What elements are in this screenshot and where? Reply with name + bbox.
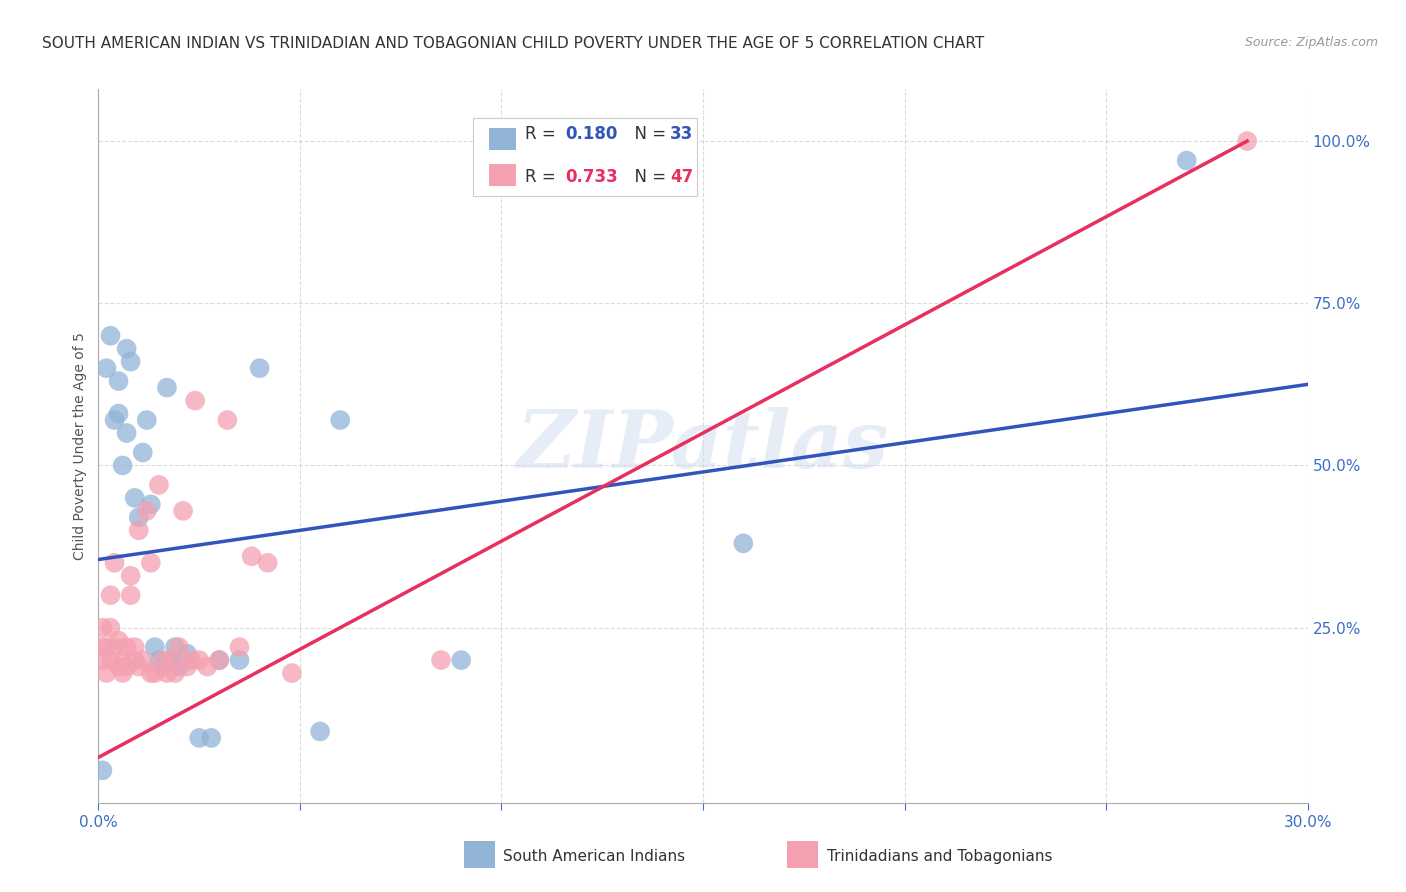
Y-axis label: Child Poverty Under the Age of 5: Child Poverty Under the Age of 5 bbox=[73, 332, 87, 560]
Text: R =: R = bbox=[526, 168, 561, 186]
Point bbox=[152, 659, 174, 673]
Text: SOUTH AMERICAN INDIAN VS TRINIDADIAN AND TOBAGONIAN CHILD POVERTY UNDER THE AGE : SOUTH AMERICAN INDIAN VS TRINIDADIAN AND… bbox=[42, 36, 984, 51]
Text: 33: 33 bbox=[671, 125, 693, 143]
Point bbox=[100, 653, 122, 667]
Point bbox=[176, 659, 198, 673]
Text: ZIPatlas: ZIPatlas bbox=[517, 408, 889, 484]
Point bbox=[200, 731, 222, 745]
Point bbox=[228, 640, 250, 654]
Point bbox=[128, 524, 150, 538]
Point bbox=[107, 374, 129, 388]
Point bbox=[100, 588, 122, 602]
Point bbox=[111, 666, 134, 681]
Point bbox=[107, 407, 129, 421]
Point bbox=[107, 633, 129, 648]
Point bbox=[124, 653, 146, 667]
Point bbox=[195, 659, 218, 673]
Point bbox=[135, 504, 157, 518]
Text: Source: ZipAtlas.com: Source: ZipAtlas.com bbox=[1244, 36, 1378, 49]
Point bbox=[217, 413, 239, 427]
Point bbox=[91, 621, 114, 635]
Point bbox=[256, 556, 278, 570]
Point bbox=[1175, 153, 1198, 168]
Point bbox=[143, 640, 166, 654]
Point bbox=[249, 361, 271, 376]
Point bbox=[167, 640, 190, 654]
Point bbox=[115, 659, 138, 673]
Point bbox=[91, 653, 114, 667]
Point bbox=[188, 653, 211, 667]
Point bbox=[135, 413, 157, 427]
Point bbox=[156, 381, 179, 395]
Point bbox=[329, 413, 352, 427]
Point bbox=[128, 510, 150, 524]
Point bbox=[156, 666, 179, 681]
Point bbox=[128, 659, 150, 673]
FancyBboxPatch shape bbox=[474, 118, 697, 196]
Text: Trinidadians and Tobagonians: Trinidadians and Tobagonians bbox=[827, 849, 1052, 863]
Point bbox=[120, 588, 142, 602]
Point bbox=[163, 666, 186, 681]
Point bbox=[132, 445, 155, 459]
FancyBboxPatch shape bbox=[489, 128, 516, 150]
Point bbox=[120, 568, 142, 582]
Point bbox=[160, 653, 183, 667]
Point bbox=[172, 504, 194, 518]
Point bbox=[180, 653, 202, 667]
Point bbox=[281, 666, 304, 681]
Point bbox=[148, 653, 170, 667]
Text: South American Indians: South American Indians bbox=[503, 849, 686, 863]
Point bbox=[91, 764, 114, 778]
Point bbox=[152, 653, 174, 667]
Point bbox=[96, 640, 118, 654]
Point bbox=[107, 659, 129, 673]
FancyBboxPatch shape bbox=[489, 164, 516, 186]
Point bbox=[139, 666, 162, 681]
Point bbox=[103, 640, 125, 654]
Point bbox=[184, 393, 207, 408]
Point bbox=[240, 549, 263, 564]
Point bbox=[124, 491, 146, 505]
Point bbox=[167, 659, 190, 673]
Text: N =: N = bbox=[624, 168, 672, 186]
Point bbox=[309, 724, 332, 739]
Point bbox=[96, 361, 118, 376]
Point bbox=[160, 653, 183, 667]
Point bbox=[115, 425, 138, 440]
Point bbox=[163, 640, 186, 654]
Point bbox=[1236, 134, 1258, 148]
Point bbox=[208, 653, 231, 667]
Point bbox=[120, 354, 142, 368]
Point bbox=[228, 653, 250, 667]
Point bbox=[208, 653, 231, 667]
Text: 0.733: 0.733 bbox=[565, 168, 617, 186]
Point bbox=[96, 666, 118, 681]
Point bbox=[100, 621, 122, 635]
Text: R =: R = bbox=[526, 125, 561, 143]
Point bbox=[430, 653, 453, 667]
Point bbox=[103, 556, 125, 570]
Point bbox=[100, 328, 122, 343]
Point bbox=[176, 647, 198, 661]
Point bbox=[91, 640, 114, 654]
Point bbox=[103, 413, 125, 427]
Text: 47: 47 bbox=[671, 168, 693, 186]
Point bbox=[111, 458, 134, 473]
Point bbox=[124, 640, 146, 654]
Point bbox=[450, 653, 472, 667]
Point bbox=[132, 653, 155, 667]
Point bbox=[733, 536, 755, 550]
Point bbox=[115, 342, 138, 356]
Point bbox=[115, 640, 138, 654]
Point bbox=[111, 653, 134, 667]
Point bbox=[143, 666, 166, 681]
Text: N =: N = bbox=[624, 125, 672, 143]
Point bbox=[139, 556, 162, 570]
Point bbox=[139, 497, 162, 511]
Point bbox=[148, 478, 170, 492]
Point bbox=[188, 731, 211, 745]
Text: 0.180: 0.180 bbox=[565, 125, 617, 143]
